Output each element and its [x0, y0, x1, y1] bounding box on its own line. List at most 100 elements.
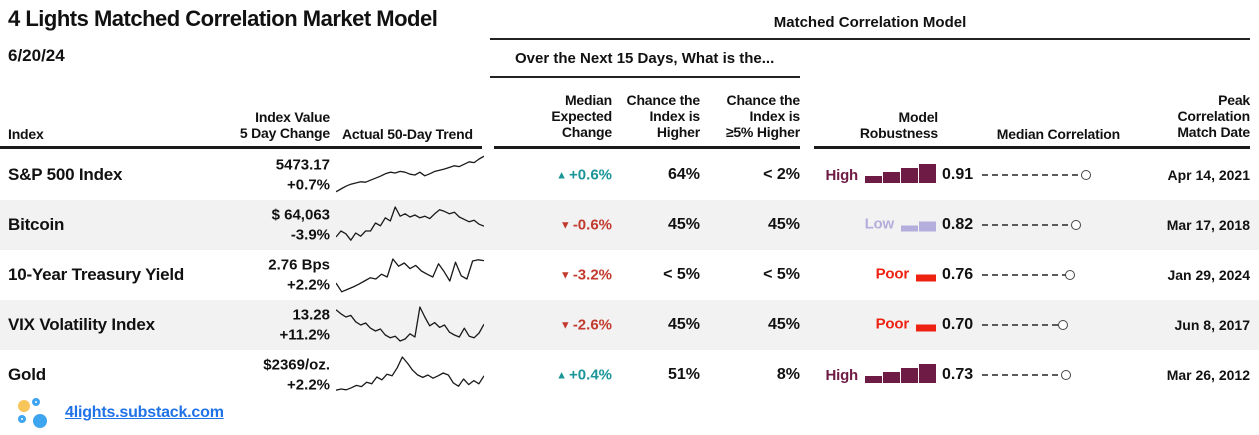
correlation-marker-icon [1065, 270, 1075, 280]
trend-sparkline [335, 252, 485, 298]
median-expected-change: ▼ -3.2% [559, 266, 612, 284]
index-value: 13.28 [292, 306, 330, 324]
trend-sparkline [335, 202, 485, 248]
correlation-value: 0.82 [942, 216, 974, 233]
page-title: 4 Lights Matched Correlation Market Mode… [8, 6, 438, 31]
correlation-value: 0.73 [942, 366, 974, 383]
correlation-marker-icon [1081, 170, 1091, 180]
column-header-index-value: Index Value 5 Day Change [239, 109, 330, 142]
column-header-trend: Actual 50-Day Trend [342, 126, 473, 142]
index-name: S&P 500 Index [8, 165, 123, 184]
median-correlation: 0.73 [942, 366, 1252, 384]
correlation-marker-icon [1071, 220, 1081, 230]
header-rule-right [814, 146, 1250, 149]
divider-next-15-days [490, 76, 800, 78]
logo-circle-ring-top [32, 398, 40, 406]
correlation-lollipop-line [982, 174, 1082, 176]
correlation-lollipop-line [982, 274, 1066, 276]
column-header-median-correlation: Median Correlation [996, 126, 1120, 142]
chance-5pct-higher: < 2% [763, 166, 800, 183]
table-row: S&P 500 Index 5473.17 +0.7% ▲ +0.6% 64% < … [0, 150, 1259, 200]
index-value-cell: $ 64,063 -3.9% [180, 206, 330, 245]
index-value-cell: 2.76 Bps +2.2% [180, 256, 330, 295]
column-header-index: Index [8, 126, 44, 142]
robustness-bars-icon [865, 364, 936, 383]
column-header-chance-5pct-higher: Chance the Index is ≥5% Higher [725, 92, 800, 141]
chance-higher: 45% [667, 216, 700, 233]
column-header-chance-higher: Chance the Index is Higher [626, 92, 701, 141]
header-rule-left [0, 146, 482, 149]
median-expected-change: ▼ -2.6% [559, 316, 612, 334]
five-day-change: +2.2% [287, 276, 330, 293]
chance-higher: 45% [667, 316, 700, 333]
table-row: Gold $2369/oz. +2.2% ▲ +0.4% 51% 8% High 0… [0, 350, 1259, 400]
index-name: Bitcoin [8, 215, 65, 234]
column-header-peak-match-date: Peak Correlation Match Date [1177, 92, 1250, 141]
trend-arrow-icon: ▲ [556, 169, 568, 182]
table-row: Bitcoin $ 64,063 -3.9% ▼ -0.6% 45% 45% Low… [0, 200, 1259, 250]
robustness-bars-icon [916, 274, 936, 282]
index-value: 5473.17 [275, 156, 330, 174]
trend-sparkline [335, 302, 485, 348]
correlation-value: 0.91 [942, 166, 974, 183]
correlation-marker-icon [1058, 320, 1068, 330]
median-expected-change: ▲ +0.6% [556, 166, 612, 184]
correlation-value: 0.70 [942, 316, 974, 333]
robustness-label: Low [864, 215, 895, 233]
correlation-value: 0.76 [942, 266, 974, 283]
chance-5pct-higher: 45% [767, 216, 800, 233]
five-day-change: -3.9% [290, 226, 330, 243]
peak-match-date: Jun 8, 2017 [1174, 317, 1251, 333]
column-header-model-robustness: Model Robustness [859, 109, 938, 142]
robustness-bars-icon [916, 324, 936, 332]
trend-arrow-icon: ▲ [556, 369, 568, 382]
robustness-label: Poor [875, 315, 910, 333]
robustness-label: Poor [875, 265, 910, 283]
substack-link[interactable]: 4lights.substack.com [65, 404, 224, 421]
chance-5pct-higher: < 5% [763, 266, 800, 283]
trend-arrow-icon: ▼ [559, 269, 571, 282]
median-correlation: 0.76 [942, 266, 1252, 284]
five-day-change: +0.7% [287, 176, 330, 193]
index-name: 10-Year Treasury Yield [8, 265, 185, 284]
model-robustness: Low [790, 216, 936, 235]
chance-5pct-higher: 8% [776, 366, 800, 383]
median-correlation: 0.70 [942, 316, 1252, 334]
correlation-lollipop-line [982, 324, 1059, 326]
table-row: VIX Volatility Index 13.28 +11.2% ▼ -2.6% … [0, 300, 1259, 350]
peak-match-date: Mar 17, 2018 [1166, 217, 1250, 233]
median-expected-change: ▼ -0.6% [559, 216, 612, 234]
robustness-label: High [825, 167, 858, 184]
index-value: $ 64,063 [271, 206, 330, 224]
footer: 4lights.substack.com [0, 396, 1259, 435]
trend-arrow-icon: ▼ [559, 319, 571, 332]
chance-higher: 51% [667, 366, 700, 383]
index-name: VIX Volatility Index [8, 315, 155, 334]
trend-sparkline [335, 352, 485, 398]
robustness-bars-icon [865, 164, 936, 183]
model-robustness: Poor [790, 266, 936, 285]
five-day-change: +11.2% [279, 326, 330, 343]
peak-match-date: Mar 26, 2012 [1166, 367, 1250, 383]
trend-sparkline [335, 152, 485, 198]
five-day-change: +2.2% [287, 376, 330, 393]
index-value-cell: 5473.17 +0.7% [180, 156, 330, 195]
median-expected-change: ▲ +0.4% [556, 366, 612, 384]
index-value-cell: 13.28 +11.2% [180, 306, 330, 345]
correlation-lollipop-line [982, 224, 1072, 226]
index-value: $2369/oz. [263, 356, 330, 374]
correlation-marker-icon [1061, 370, 1071, 380]
divider-matched-correlation [490, 38, 1250, 40]
index-value-cell: $2369/oz. +2.2% [180, 356, 330, 395]
correlation-lollipop-line [982, 374, 1062, 376]
peak-match-date: Apr 14, 2021 [1167, 167, 1251, 183]
chance-higher: < 5% [663, 266, 700, 283]
column-header-expected-change: Median Expected Change [551, 92, 612, 141]
logo-circle-ring-bottom [18, 415, 26, 423]
model-robustness: High [790, 364, 936, 386]
median-correlation: 0.82 [942, 216, 1252, 234]
model-robustness: Poor [790, 316, 936, 335]
table-row: 10-Year Treasury Yield 2.76 Bps +2.2% ▼ -3… [0, 250, 1259, 300]
robustness-label: High [825, 367, 858, 384]
